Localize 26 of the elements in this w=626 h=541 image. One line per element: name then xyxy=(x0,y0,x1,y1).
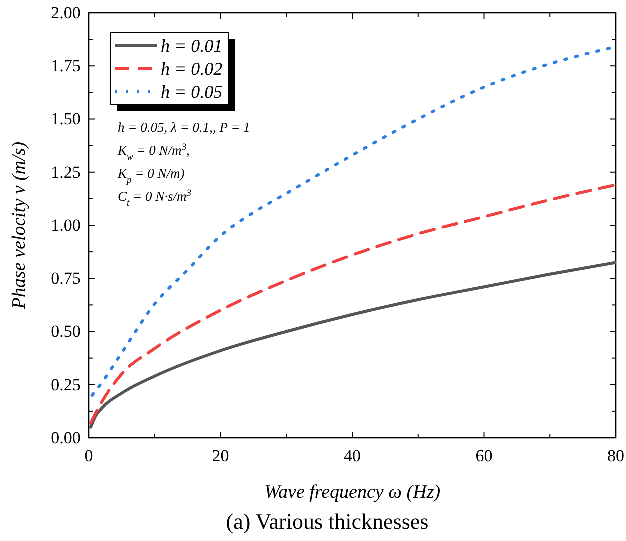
line-series xyxy=(89,184,616,425)
x-tick-label: 40 xyxy=(344,446,361,466)
y-tick-label: 1.75 xyxy=(51,56,81,76)
y-axis-title: Phase velocity v (m/s) xyxy=(9,142,30,310)
y-tick-label: 0.25 xyxy=(51,375,81,394)
annotation: K$_{w}$ = 0 N/m$^{3}$, xyxy=(117,143,190,163)
x-axis-title: Wave frequency ω (Hz) xyxy=(264,482,441,503)
annotation: C$_{t}$ = 0 N·s/m$^{3}$ xyxy=(118,189,192,209)
legend-label: h = 0.01 xyxy=(161,36,223,56)
y-tick-label: 0.75 xyxy=(51,269,81,288)
x-tick-label: 60 xyxy=(476,446,493,466)
y-tick-label: 0.00 xyxy=(51,428,81,448)
legend-label: h = 0.02 xyxy=(161,59,223,79)
annotation: K$_{p}$ = 0 N/m) xyxy=(117,166,186,186)
text: (a) Various thicknesses xyxy=(226,509,429,534)
line-series xyxy=(89,261,616,429)
x-tick-label: 0 xyxy=(84,446,94,466)
y-tick-label: 1.50 xyxy=(51,110,81,129)
annotation: h = 0.05, λ = 0.1,, P = 1 xyxy=(118,120,250,135)
y-tick-label: 1.00 xyxy=(51,216,81,235)
x-tick-label: 20 xyxy=(212,446,230,466)
x-tick-label: 80 xyxy=(608,446,624,466)
y-tick-label: 2.00 xyxy=(51,3,81,22)
legend-label: h = 0.05 xyxy=(161,82,223,102)
y-tick-label: 0.50 xyxy=(51,322,81,342)
y-tick-label: 1.25 xyxy=(51,162,81,182)
